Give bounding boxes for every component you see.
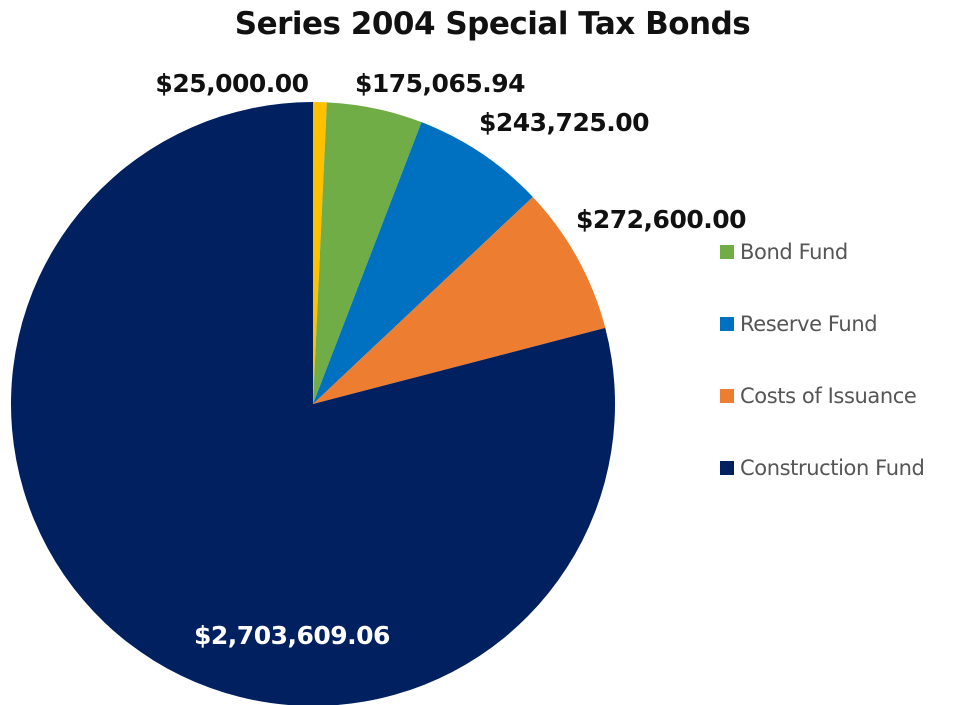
pie-slice-reserve-fund <box>313 122 533 405</box>
legend-swatch <box>720 461 734 475</box>
legend-swatch <box>720 245 734 259</box>
data-label-unlabeled: $25,000.00 <box>155 69 308 98</box>
legend-label: Reserve Fund <box>740 312 878 336</box>
pie-slice-bond-fund <box>313 102 422 404</box>
pie-slice-unlabeled <box>313 102 327 404</box>
legend-item-bond-fund: Bond Fund <box>720 240 848 264</box>
legend-item-reserve-fund: Reserve Fund <box>720 312 878 336</box>
legend-label: Bond Fund <box>740 240 848 264</box>
chart-title: Series 2004 Special Tax Bonds <box>234 6 751 42</box>
pie-slice-costs-of-issuance <box>313 196 606 404</box>
data-label-bond-fund: $175,065.94 <box>355 69 525 98</box>
pie-slice-construction-fund <box>11 102 615 705</box>
data-label-costs-of-issuance: $272,600.00 <box>576 205 746 234</box>
legend-swatch <box>720 389 734 403</box>
legend-item-construction-fund: Construction Fund <box>720 456 925 480</box>
legend-swatch <box>720 317 734 331</box>
legend-label: Costs of Issuance <box>740 384 917 408</box>
legend-item-costs-of-issuance: Costs of Issuance <box>720 384 917 408</box>
data-label-construction-fund: $2,703,609.06 <box>194 621 390 650</box>
legend-label: Construction Fund <box>740 456 925 480</box>
data-label-reserve-fund: $243,725.00 <box>479 108 649 137</box>
